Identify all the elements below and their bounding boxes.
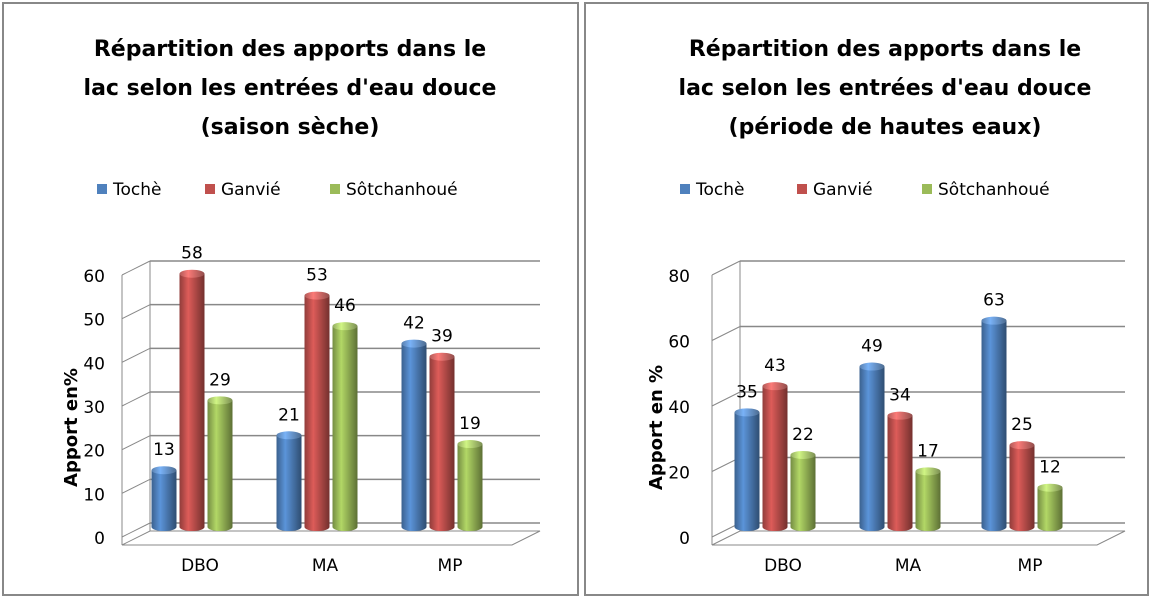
legend-label: Tochè bbox=[695, 180, 744, 200]
legend-label: Sôtchanhoué bbox=[346, 180, 458, 200]
data-label: 39 bbox=[431, 327, 453, 347]
bar bbox=[179, 269, 205, 531]
legend-swatch bbox=[97, 184, 107, 194]
chart: Répartition des apports dans le lac selon… bbox=[646, 37, 1126, 576]
bar bbox=[981, 316, 1007, 531]
legend-label: Ganvié bbox=[813, 180, 873, 200]
tick-mark bbox=[121, 391, 151, 407]
data-label: 49 bbox=[861, 337, 883, 357]
bar bbox=[207, 396, 233, 531]
data-label: 13 bbox=[153, 440, 175, 460]
y-tick-label: 40 bbox=[83, 354, 105, 374]
y-tick-label: 60 bbox=[668, 333, 690, 353]
data-label: 17 bbox=[917, 441, 939, 461]
x-tick-label: MP bbox=[438, 556, 463, 576]
data-label: 22 bbox=[792, 425, 814, 445]
data-label: 19 bbox=[459, 414, 481, 434]
data-label: 21 bbox=[278, 405, 300, 425]
legend-label: Sôtchanhoué bbox=[938, 180, 1050, 200]
bar bbox=[1037, 483, 1063, 531]
y-tick-label: 20 bbox=[668, 464, 690, 484]
y-tick-label: 20 bbox=[83, 442, 105, 462]
legend-swatch bbox=[797, 184, 807, 194]
tick-mark bbox=[121, 522, 151, 538]
bar bbox=[401, 339, 427, 531]
data-label: 29 bbox=[209, 370, 231, 390]
legend-swatch bbox=[205, 184, 215, 194]
y-tick-label: 80 bbox=[668, 267, 690, 287]
data-label: 58 bbox=[181, 244, 203, 264]
chart-title: Répartition des apports dans le bbox=[689, 37, 1081, 62]
bar bbox=[762, 382, 788, 531]
bar bbox=[790, 450, 816, 531]
chart-title: Répartition des apports dans le bbox=[94, 37, 486, 62]
tick-mark bbox=[121, 435, 151, 451]
tick-mark bbox=[711, 326, 741, 341]
y-tick-label: 40 bbox=[668, 398, 690, 418]
tick-mark bbox=[711, 391, 741, 407]
data-label: 63 bbox=[983, 291, 1005, 311]
bar bbox=[429, 352, 455, 531]
y-axis-label: Apport en % bbox=[646, 365, 667, 490]
chart-title: lac selon les entrées d'eau douce bbox=[679, 76, 1092, 101]
data-label: 35 bbox=[736, 382, 758, 402]
data-label: 12 bbox=[1039, 458, 1061, 478]
bar bbox=[151, 466, 177, 531]
data-label: 42 bbox=[403, 314, 425, 334]
chart-title: lac selon les entrées d'eau douce bbox=[84, 76, 497, 101]
tick-mark bbox=[121, 478, 151, 494]
tick-mark bbox=[121, 347, 151, 363]
legend-swatch bbox=[330, 184, 340, 194]
x-tick-label: MA bbox=[312, 556, 339, 576]
tick-mark bbox=[121, 304, 151, 320]
bar bbox=[859, 362, 885, 531]
data-label: 43 bbox=[764, 356, 786, 376]
chart: Répartition des apports dans le lac selon… bbox=[61, 37, 541, 576]
tick-mark bbox=[711, 260, 741, 276]
y-tick-label: 10 bbox=[83, 485, 105, 505]
y-tick-label: 30 bbox=[83, 398, 105, 418]
x-tick-label: DBO bbox=[181, 556, 219, 576]
chart-title: (saison sèche) bbox=[201, 115, 380, 140]
bar bbox=[915, 467, 941, 531]
y-tick-label: 0 bbox=[679, 529, 690, 549]
x-tick-label: MA bbox=[895, 556, 922, 576]
y-tick-label: 60 bbox=[83, 267, 105, 287]
bar bbox=[1009, 441, 1035, 531]
y-axis-label: Apport en% bbox=[61, 368, 82, 487]
legend-swatch bbox=[680, 184, 690, 194]
data-label: 25 bbox=[1011, 415, 1033, 435]
legend-swatch bbox=[922, 184, 932, 194]
bar bbox=[332, 322, 358, 531]
floor bbox=[711, 530, 1126, 546]
x-tick-label: MP bbox=[1018, 556, 1043, 576]
y-tick-label: 50 bbox=[83, 311, 105, 331]
bar bbox=[276, 431, 302, 531]
bar bbox=[457, 440, 483, 531]
bar bbox=[304, 291, 330, 531]
floor bbox=[121, 530, 541, 546]
y-tick-label: 0 bbox=[94, 529, 105, 549]
data-label: 46 bbox=[334, 296, 356, 316]
bar bbox=[734, 408, 760, 531]
tick-mark bbox=[121, 260, 151, 276]
data-label: 53 bbox=[306, 266, 328, 286]
chart-title: (période de hautes eaux) bbox=[729, 115, 1042, 140]
legend-label: Tochè bbox=[112, 180, 161, 200]
data-label: 34 bbox=[889, 386, 911, 406]
x-tick-label: DBO bbox=[764, 556, 802, 576]
bar bbox=[887, 411, 913, 531]
legend-label: Ganvié bbox=[221, 180, 281, 200]
